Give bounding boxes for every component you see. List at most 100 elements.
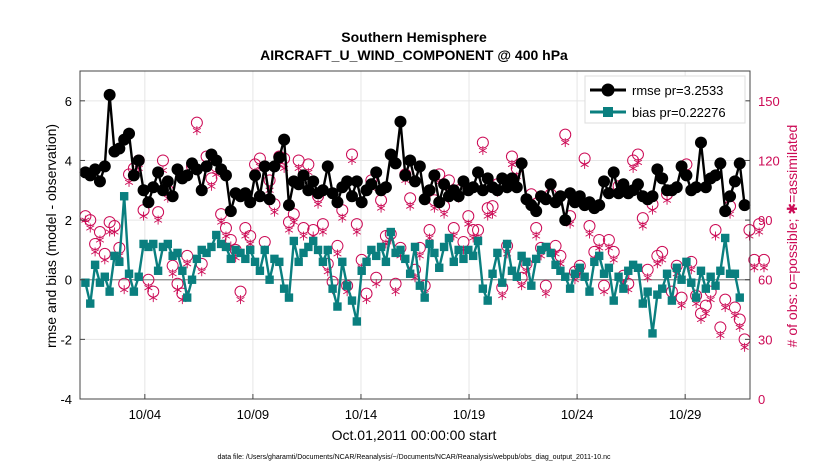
bias-point [309,236,318,246]
rmse-point [481,172,494,185]
obs-assimilated-point [376,203,386,213]
bias-point [425,239,434,249]
obs-assimilated-point [677,301,686,311]
asterisk-stroke [168,271,177,277]
obs-assimilated-point [638,221,647,231]
rmse-point [190,163,203,176]
bias-point [735,293,744,302]
rmse-point [297,169,310,182]
rmse-point [428,169,441,182]
rmse-point [564,187,577,200]
rmse-point [156,184,169,197]
bias-point [304,242,313,252]
rmse-point [379,181,392,194]
bias-point [648,329,657,338]
legend-rmse-label: rmse pr=3.2533 [632,83,723,98]
asterisk-stroke [110,229,119,235]
rmse-point [399,169,412,182]
rmse-point [98,160,111,173]
asterisk-stroke [755,229,764,235]
bias-point [333,302,342,311]
rmse-point [326,187,339,200]
bias-point [672,263,681,272]
asterisk-stroke [483,213,492,219]
bias-point [682,257,691,267]
bias-point [565,284,575,293]
obs-assimilated-point [653,259,662,269]
asterisk-stroke [197,269,206,275]
rmse-point [413,160,426,173]
obs-assimilated-point [750,263,759,273]
bias-point [149,239,158,249]
asterisk-stroke [740,344,749,350]
obs-assimilated-point [284,225,294,235]
x-tick-label: 10/09 [237,407,270,422]
asterisk-stroke [478,147,487,154]
bias-point [202,248,211,258]
bias-point [454,245,463,255]
obs-assimilated-point [633,157,643,167]
obs-assimilated-point [391,287,400,297]
asterisk-stroke [430,205,439,211]
bias-point [197,245,206,255]
asterisk-stroke [352,229,361,235]
bias-point [415,281,425,290]
left-tick-label: 2 [65,213,72,228]
obs-assimilated-point [755,227,764,237]
bias-point [410,242,420,252]
obs-assimilated-point [609,255,618,265]
rmse-point [113,142,126,155]
left-tick-label: 6 [65,94,72,109]
bias-point [110,251,119,261]
asterisk-stroke [735,324,744,331]
rmse-point [656,172,669,185]
rmse-point [316,184,329,197]
bias-point [236,248,245,258]
asterisk-stroke [532,233,541,239]
bias-point [362,257,371,267]
x-tick-label: 10/04 [129,407,162,422]
bias-point [459,254,468,264]
bias-point [667,296,677,305]
rmse-point [152,166,165,179]
bias-point [144,242,153,252]
bias-point [405,269,415,278]
rmse-point [161,175,174,188]
asterisk-stroke [81,217,90,223]
rmse-point [292,178,305,191]
rmse-point [631,178,644,191]
rmse-point [409,175,421,188]
bias-point [464,245,473,255]
bias-point [716,266,725,275]
obs-assimilated-point [517,281,526,291]
asterisk-stroke [246,241,255,247]
bias-point [551,260,560,270]
obs-assimilated-point [352,227,361,237]
rmse-point [345,190,358,203]
rmse-point [394,115,407,128]
obs-assimilated-point [585,229,594,239]
asterisk-stroke [517,283,526,289]
obs-assimilated-point [183,259,192,269]
rmse-point [224,205,237,218]
rmse-point [602,187,615,200]
rmse-point [93,175,106,188]
bias-point [255,266,265,275]
rmse-point [384,148,397,161]
bias-point [643,287,652,296]
rmse-point [195,184,208,197]
rmse-point [593,199,606,212]
asterisk-stroke [221,233,231,239]
obs-assimilated-point [168,269,177,279]
asterisk-stroke [406,203,415,209]
bias-point [347,296,357,305]
rmse-point [719,205,732,218]
obs-assimilated-point [478,146,487,156]
rmse-point [253,190,266,203]
rmse-point [103,88,116,101]
bias-point [624,266,633,275]
bias-point [279,284,289,293]
rmse-point [132,154,145,167]
asterisk-stroke [207,183,216,189]
bias-point [367,245,376,255]
